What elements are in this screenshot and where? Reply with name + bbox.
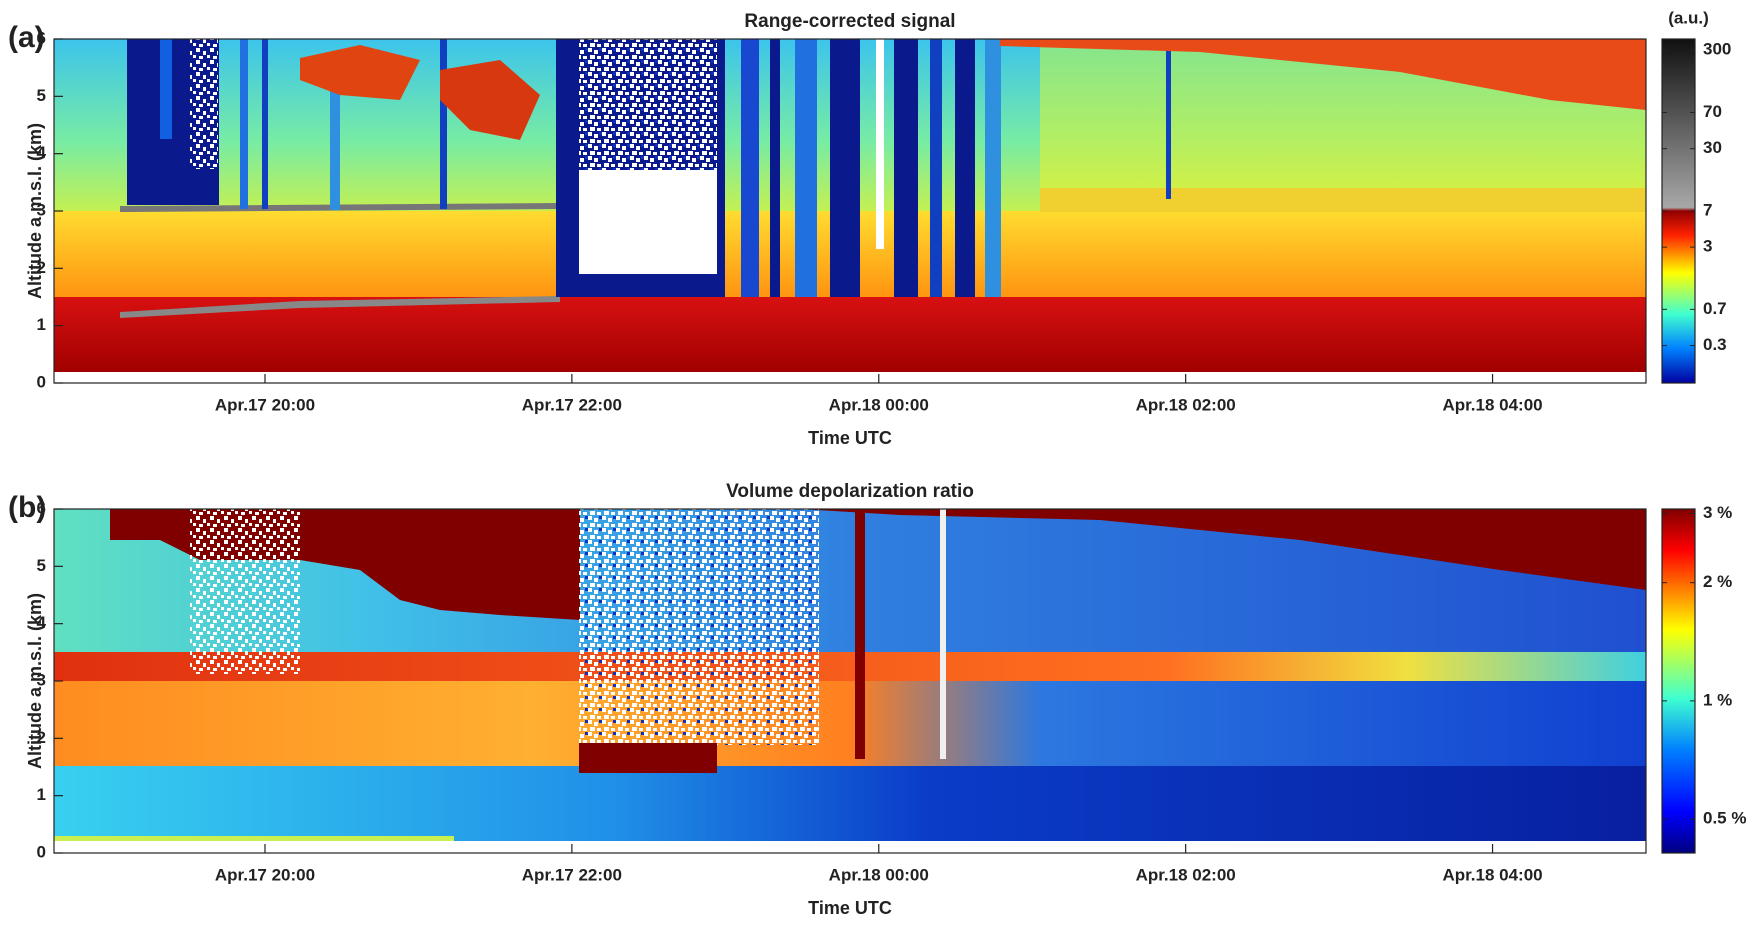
colorbar-tick-label: 30 xyxy=(1703,138,1722,157)
x-tick-label: Apr.18 02:00 xyxy=(1136,395,1236,414)
x-tick-label: Apr.18 02:00 xyxy=(1136,865,1236,884)
y-tick-label: 1 xyxy=(37,785,46,804)
y-axis-label: Altitude a m.s.l. (km) xyxy=(25,593,45,769)
colorbar-tick-label: 0.7 xyxy=(1703,299,1727,318)
y-tick-label: 5 xyxy=(37,556,46,575)
x-tick-label: Apr.17 22:00 xyxy=(522,395,622,414)
colorbar-tick-label: 2 % xyxy=(1703,572,1732,591)
y-tick-label: 5 xyxy=(37,86,46,105)
x-tick-label: Apr.17 20:00 xyxy=(215,395,315,414)
x-axis-label: Time UTC xyxy=(808,898,892,918)
colorbar-tick-label: 1 % xyxy=(1703,690,1732,709)
y-axis-label: Altitude a m.s.l. (km) xyxy=(25,123,45,299)
x-tick-label: Apr.18 00:00 xyxy=(829,395,929,414)
y-tick-label: 4 xyxy=(37,143,47,162)
x-tick-label: Apr.18 00:00 xyxy=(829,865,929,884)
colorbar-tick-label: 0.5 % xyxy=(1703,809,1746,828)
x-tick-label: Apr.18 04:00 xyxy=(1442,395,1542,414)
chart-title: Range-corrected signal xyxy=(744,11,955,32)
chart-title: Volume depolarization ratio xyxy=(726,481,974,502)
y-tick-label: 2 xyxy=(37,258,46,277)
y-tick-label: 0 xyxy=(37,842,46,861)
y-tick-label: 3 xyxy=(37,200,46,219)
y-tick-label: 3 xyxy=(37,670,46,689)
x-tick-label: Apr.17 20:00 xyxy=(215,865,315,884)
y-tick-label: 1 xyxy=(37,315,46,334)
colorbar xyxy=(1661,508,1696,854)
y-tick-label: 0 xyxy=(37,372,46,391)
colorbar-tick-label: 300 xyxy=(1703,40,1731,59)
colorbar-label: (a.u.) xyxy=(1668,8,1709,27)
y-tick-label: 2 xyxy=(37,728,46,747)
colorbar xyxy=(1661,38,1696,384)
colorbar-tick-label: 3 % xyxy=(1703,503,1732,522)
colorbar-tick-label: 7 xyxy=(1703,200,1712,219)
x-tick-label: Apr.17 22:00 xyxy=(522,865,622,884)
y-tick-label: 6 xyxy=(37,498,46,517)
y-tick-label: 6 xyxy=(37,28,46,47)
colorbar-tick-label: 3 xyxy=(1703,237,1712,256)
colorbar-tick-label: 70 xyxy=(1703,102,1722,121)
x-axis-label: Time UTC xyxy=(808,428,892,448)
panel-label: (a) xyxy=(8,21,45,54)
colorbar-tick-label: 0.3 xyxy=(1703,335,1727,354)
x-tick-label: Apr.18 04:00 xyxy=(1442,865,1542,884)
y-tick-label: 4 xyxy=(37,613,47,632)
panel-label: (b) xyxy=(8,491,46,524)
heatmap-image-b xyxy=(54,509,1646,853)
heatmap-image-a xyxy=(54,39,1646,383)
